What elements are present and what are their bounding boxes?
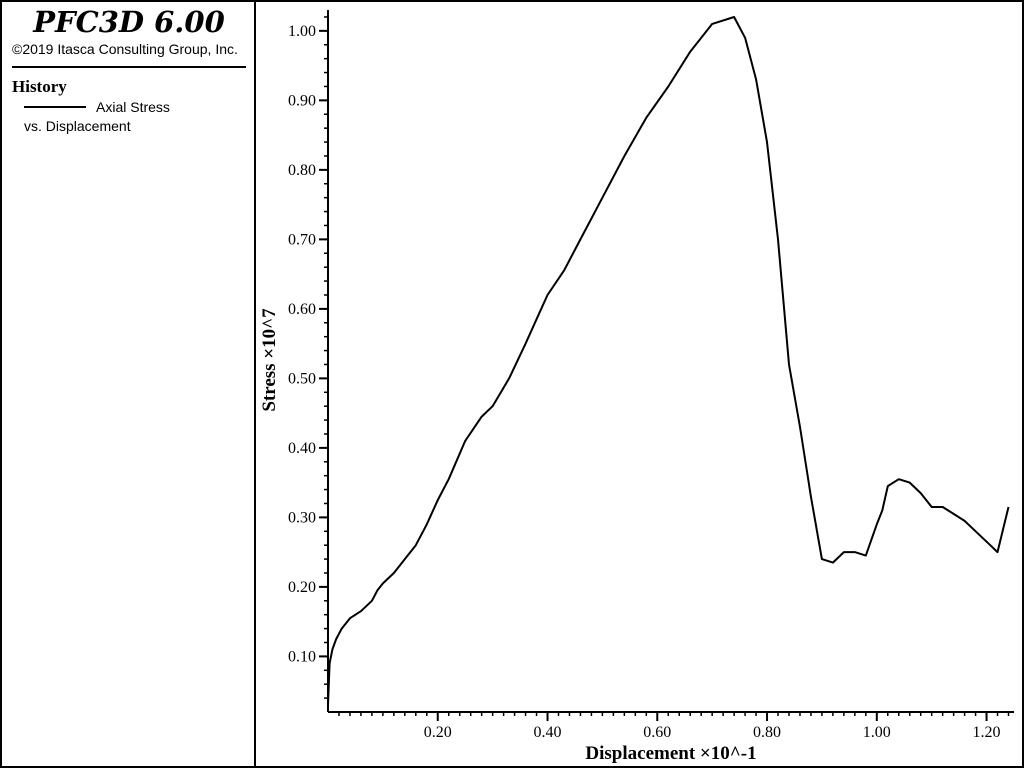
- y-tick-label: 1.00: [288, 23, 316, 40]
- history-heading: History: [12, 77, 67, 96]
- x-tick-label: 0.20: [424, 724, 452, 741]
- legend-series-label: Axial Stress: [96, 99, 170, 115]
- chart-series: [327, 16, 1010, 706]
- y-tick-label: 0.80: [288, 162, 316, 179]
- x-tick-label: 0.60: [643, 724, 671, 741]
- x-axis-label: Displacement ×10^-1: [585, 743, 756, 764]
- legend-vs-label: vs. Displacement: [24, 118, 131, 134]
- series-line-axial-stress: [327, 16, 1010, 706]
- chart-ticks: 0.10 0.20 0.30 0.40 0.50 0.60 0.70 0.80 0.90 1.00…: [288, 16, 1010, 741]
- y-tick-label: 0.60: [288, 301, 316, 318]
- x-tick-label: 0.40: [534, 724, 562, 741]
- y-tick-label: 0.10: [288, 648, 316, 665]
- y-tick-label: 0.50: [288, 370, 316, 387]
- legend-series-swatch: [24, 106, 86, 108]
- y-tick-label: 0.30: [288, 509, 316, 526]
- y-tick-label: 0.90: [288, 92, 316, 109]
- legend-separator: [12, 66, 246, 68]
- y-axis-label: Stress ×10^7: [259, 308, 280, 412]
- legend-panel: PFC3D 6.00 ©2019 Itasca Consulting Group…: [2, 2, 256, 766]
- x-tick-label: 1.20: [973, 724, 1001, 741]
- y-tick-label: 0.40: [288, 440, 316, 457]
- y-tick-label: 0.20: [288, 579, 316, 596]
- y-tick-label: 0.70: [288, 231, 316, 248]
- copyright-text: ©2019 Itasca Consulting Group, Inc.: [12, 41, 238, 57]
- x-tick-label: 0.80: [753, 724, 781, 741]
- x-tick-label: 1.00: [863, 724, 891, 741]
- chart-axes: [327, 10, 1014, 713]
- app-title: PFC3D 6.00: [33, 5, 225, 39]
